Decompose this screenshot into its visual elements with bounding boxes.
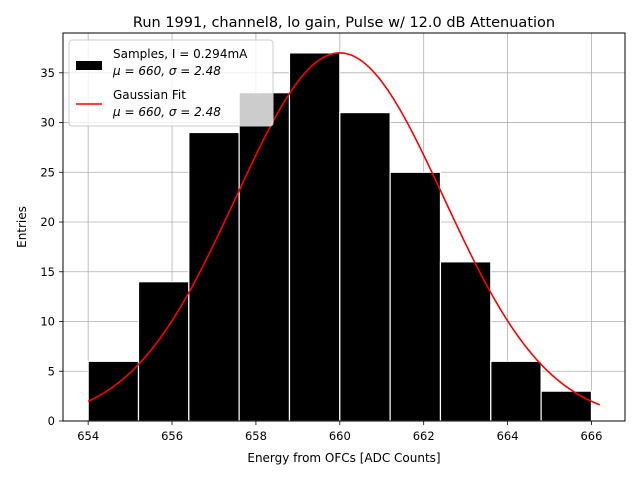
legend-params-fit: μ = 660, σ = 2.48 — [112, 105, 221, 119]
x-tick-label: 660 — [329, 429, 351, 443]
histogram-bar — [288, 52, 341, 422]
legend-swatch-samples — [76, 61, 102, 70]
y-tick-label: 35 — [40, 66, 55, 80]
x-tick-label: 658 — [245, 429, 267, 443]
histogram-bar — [540, 390, 593, 422]
legend-params-samples: μ = 660, σ = 2.48 — [112, 64, 221, 78]
y-tick-label: 10 — [40, 315, 55, 329]
legend-box — [68, 39, 274, 127]
y-tick-label: 5 — [48, 364, 55, 378]
histogram-bar — [490, 360, 542, 422]
y-tick-label: 15 — [40, 265, 55, 279]
legend-params-samples-mu: μ = 660, — [112, 64, 169, 78]
x-tick-label: 666 — [580, 429, 602, 443]
legend: Samples, I = 0.294mA μ = 660, σ = 2.48 G… — [68, 39, 274, 127]
legend-label-fit: Gaussian Fit — [113, 88, 186, 102]
histogram-bar — [87, 360, 140, 422]
histogram-bar — [188, 131, 240, 422]
histogram-bar — [389, 171, 442, 422]
gaussian-fit-line — [87, 52, 601, 406]
histogram-bar — [238, 92, 291, 422]
y-tick-label: 0 — [48, 414, 55, 428]
legend-label-samples: Samples, I = 0.294mA — [113, 47, 248, 61]
y-tick-label: 20 — [40, 215, 55, 229]
histogram-bar — [439, 261, 492, 422]
x-tick-label: 656 — [161, 429, 183, 443]
x-tick-label: 662 — [413, 429, 435, 443]
y-axis-ticks: 0 5 10 15 20 25 30 35 — [40, 66, 63, 428]
chart-title: Run 1991, channel8, lo gain, Pulse w/ 12… — [133, 15, 555, 31]
legend-params-samples-sigma: σ = 2.48 — [169, 64, 221, 78]
fit-layer — [87, 52, 601, 406]
x-tick-label: 664 — [497, 429, 519, 443]
y-tick-label: 30 — [40, 116, 55, 130]
x-axis-ticks: 654 656 658 660 662 664 666 — [77, 421, 602, 443]
y-tick-label: 25 — [40, 165, 55, 179]
histogram-bar — [137, 281, 190, 422]
histogram-bars — [87, 52, 593, 422]
histogram-bar — [339, 111, 391, 422]
legend-params-fit-sigma: σ = 2.48 — [169, 105, 221, 119]
y-axis-label: Entries — [15, 206, 29, 248]
legend-params-fit-mu: μ = 660, — [112, 105, 169, 119]
x-axis-label: Energy from OFCs [ADC Counts] — [247, 451, 440, 465]
plot-frame — [62, 32, 626, 422]
x-tick-label: 654 — [77, 429, 99, 443]
